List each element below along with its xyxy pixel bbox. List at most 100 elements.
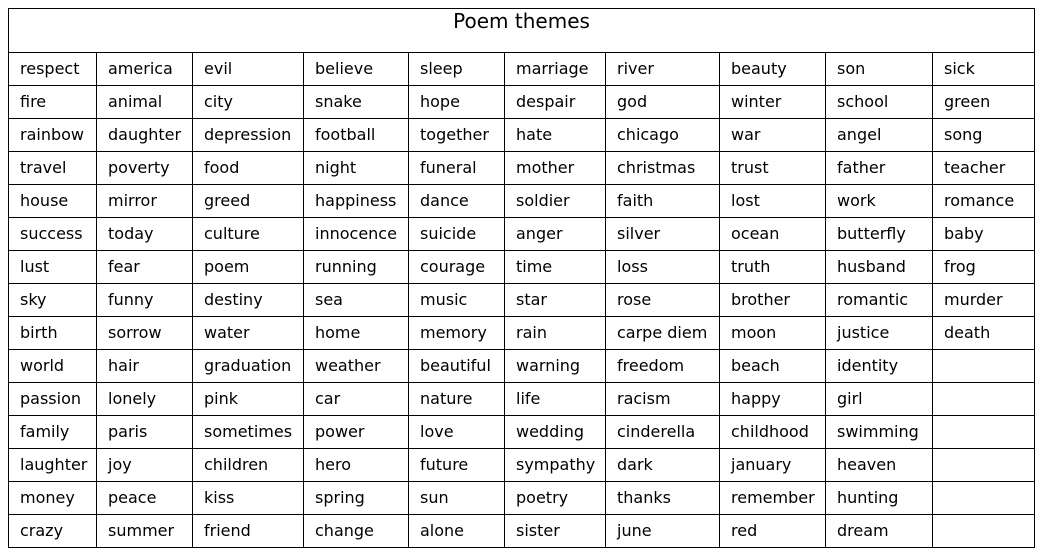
theme-cell: moon xyxy=(719,316,826,350)
theme-cell: teacher xyxy=(931,151,1036,185)
theme-cell: music xyxy=(408,283,505,317)
theme-cell: loss xyxy=(605,250,720,284)
table-row: travel poverty food night funeral mother chris… xyxy=(8,151,1036,185)
theme-cell: rainbow xyxy=(8,118,97,152)
table-body: respect america evil believe sleep marriage ri… xyxy=(8,52,1036,548)
theme-cell: friend xyxy=(192,514,304,548)
theme-cell: faith xyxy=(605,184,720,218)
theme-cell: romance xyxy=(931,184,1036,218)
theme-cell: fire xyxy=(8,85,97,119)
theme-cell: spring xyxy=(303,481,409,515)
theme-cell: dark xyxy=(605,448,720,482)
theme-cell: memory xyxy=(408,316,505,350)
theme-cell: snake xyxy=(303,85,409,119)
table-row: crazy summer friend change alone sister june re… xyxy=(8,514,1036,548)
table-row: birth sorrow water home memory rain carpe diem… xyxy=(8,316,1036,350)
theme-cell: ocean xyxy=(719,217,826,251)
theme-cell: poverty xyxy=(96,151,193,185)
theme-cell: together xyxy=(408,118,505,152)
theme-cell: butterfly xyxy=(825,217,933,251)
theme-cell: birth xyxy=(8,316,97,350)
theme-cell: summer xyxy=(96,514,193,548)
theme-cell: marriage xyxy=(504,52,606,86)
theme-cell: soldier xyxy=(504,184,606,218)
theme-cell: sick xyxy=(931,52,1036,86)
theme-cell: sun xyxy=(408,481,505,515)
theme-cell: future xyxy=(408,448,505,482)
theme-cell: hate xyxy=(504,118,606,152)
theme-cell: home xyxy=(303,316,409,350)
table-row: laughter joy children hero future sympathy dar… xyxy=(8,448,1036,482)
theme-cell: life xyxy=(504,382,606,416)
theme-cell: song xyxy=(931,118,1036,152)
table-row: success today culture innocence suicide anger… xyxy=(8,217,1036,251)
theme-cell: today xyxy=(96,217,193,251)
theme-cell: hunting xyxy=(825,481,933,515)
table-row: family paris sometimes power love wedding cind… xyxy=(8,415,1036,449)
theme-cell: baby xyxy=(931,217,1036,251)
theme-cell: lust xyxy=(8,250,97,284)
table-row: respect america evil believe sleep marriage ri… xyxy=(8,52,1036,86)
theme-cell: weather xyxy=(303,349,409,383)
poem-themes-table: Poem themes respect america evil believe sle… xyxy=(7,8,1036,548)
theme-cell: red xyxy=(719,514,826,548)
theme-cell: sorrow xyxy=(96,316,193,350)
theme-cell: husband xyxy=(825,250,933,284)
theme-cell: dream xyxy=(825,514,933,548)
theme-cell: kiss xyxy=(192,481,304,515)
theme-cell: january xyxy=(719,448,826,482)
theme-cell: death xyxy=(931,316,1036,350)
theme-cell: graduation xyxy=(192,349,304,383)
theme-cell: frog xyxy=(931,250,1036,284)
theme-cell: poem xyxy=(192,250,304,284)
theme-cell: brother xyxy=(719,283,826,317)
theme-cell: america xyxy=(96,52,193,86)
theme-cell: lonely xyxy=(96,382,193,416)
theme-cell: star xyxy=(504,283,606,317)
theme-cell: sometimes xyxy=(192,415,304,449)
theme-cell: success xyxy=(8,217,97,251)
theme-cell: daughter xyxy=(96,118,193,152)
theme-cell: remember xyxy=(719,481,826,515)
theme-cell: running xyxy=(303,250,409,284)
table-row: rainbow daughter depression football togethe… xyxy=(8,118,1036,152)
empty-cell xyxy=(931,415,1036,449)
theme-cell: hair xyxy=(96,349,193,383)
theme-cell: despair xyxy=(504,85,606,119)
theme-cell: depression xyxy=(192,118,304,152)
theme-cell: thanks xyxy=(605,481,720,515)
theme-cell: school xyxy=(825,85,933,119)
theme-cell: destiny xyxy=(192,283,304,317)
theme-cell: love xyxy=(408,415,505,449)
empty-cell xyxy=(931,382,1036,416)
empty-cell xyxy=(931,514,1036,548)
theme-cell: sister xyxy=(504,514,606,548)
theme-cell: nature xyxy=(408,382,505,416)
theme-cell: food xyxy=(192,151,304,185)
theme-cell: angel xyxy=(825,118,933,152)
theme-cell: rose xyxy=(605,283,720,317)
theme-cell: identity xyxy=(825,349,933,383)
title-row: Poem themes xyxy=(7,8,1036,53)
theme-cell: murder xyxy=(931,283,1036,317)
theme-cell: hero xyxy=(303,448,409,482)
theme-cell: poetry xyxy=(504,481,606,515)
theme-cell: evil xyxy=(192,52,304,86)
theme-cell: wedding xyxy=(504,415,606,449)
theme-cell: truth xyxy=(719,250,826,284)
theme-cell: innocence xyxy=(303,217,409,251)
theme-cell: silver xyxy=(605,217,720,251)
theme-cell: car xyxy=(303,382,409,416)
theme-cell: time xyxy=(504,250,606,284)
theme-cell: house xyxy=(8,184,97,218)
theme-cell: june xyxy=(605,514,720,548)
theme-cell: money xyxy=(8,481,97,515)
empty-cell xyxy=(931,349,1036,383)
theme-cell: suicide xyxy=(408,217,505,251)
theme-cell: work xyxy=(825,184,933,218)
table-row: house mirror greed happiness dance soldier fai… xyxy=(8,184,1036,218)
theme-cell: sea xyxy=(303,283,409,317)
theme-cell: chicago xyxy=(605,118,720,152)
theme-cell: passion xyxy=(8,382,97,416)
theme-cell: funny xyxy=(96,283,193,317)
